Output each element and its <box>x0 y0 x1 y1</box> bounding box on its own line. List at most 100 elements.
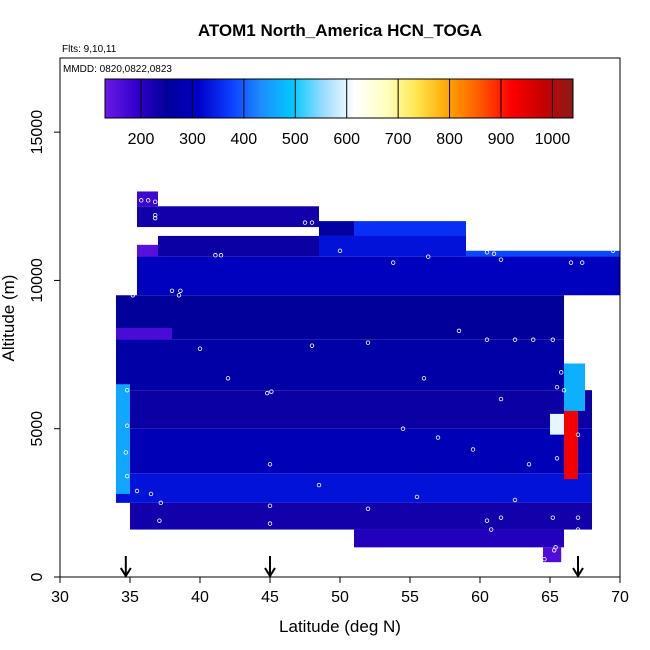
heatmap-cell-8 <box>137 256 620 296</box>
heatmap-cell-14 <box>116 473 592 503</box>
colorbar-tick-label-1: 300 <box>179 131 206 148</box>
track-point-14 <box>309 220 315 225</box>
track-point-42 <box>155 536 161 541</box>
track-point-18 <box>484 250 490 255</box>
track-point-25 <box>484 337 490 342</box>
x-tick-label-1: 35 <box>121 589 139 606</box>
track-point-16 <box>391 260 396 265</box>
track-point-48 <box>400 426 406 431</box>
colorbar-tick-label-5: 700 <box>385 131 412 148</box>
heatmap-cell-13 <box>116 428 592 474</box>
track-point-22 <box>580 260 585 265</box>
track-point-19 <box>491 251 497 256</box>
arrow-head-0 <box>119 567 132 578</box>
track-point-37 <box>124 473 130 479</box>
track-point-64 <box>197 346 203 351</box>
y-tick-label-3: 15000 <box>29 110 46 155</box>
track-point-46 <box>267 503 273 509</box>
track-point-65 <box>225 376 231 381</box>
track-point-34 <box>124 387 130 393</box>
x-tick-label-8: 70 <box>611 589 629 606</box>
track-point-13 <box>302 220 308 225</box>
track-point-23 <box>610 248 616 253</box>
heatmap-cell-17 <box>543 547 562 563</box>
track-point-45 <box>267 462 273 467</box>
track-point-2 <box>152 199 158 205</box>
track-point-57 <box>553 545 558 550</box>
track-point-53 <box>498 515 504 520</box>
date-label: MMDD: 0820,0822,0823 <box>63 64 172 75</box>
track-point-69 <box>456 328 462 334</box>
track-point-58 <box>550 515 555 520</box>
track-point-38 <box>134 488 140 494</box>
heatmap-cell-12 <box>116 390 592 429</box>
heatmap-cell-19 <box>564 410 578 480</box>
track-point-71 <box>526 462 532 467</box>
heatmap-cell-11 <box>116 339 564 391</box>
chart-title: ATOM1 North_America HCN_TOGA <box>198 21 482 40</box>
track-point-0 <box>138 198 144 203</box>
colorbar-bar <box>104 78 574 119</box>
track-point-73 <box>365 506 371 511</box>
track-point-51 <box>484 518 490 523</box>
track-point-26 <box>512 337 518 342</box>
track-point-21 <box>568 260 574 265</box>
heatmap-cells <box>116 191 620 563</box>
track-point-47 <box>267 521 273 526</box>
x-tick-label-4: 50 <box>331 589 349 606</box>
colorbar-tick-label-2: 400 <box>231 131 258 148</box>
track-point-62 <box>575 527 581 532</box>
arrow-head-1 <box>264 567 276 578</box>
track-point-20 <box>498 257 504 262</box>
track-point-61 <box>575 515 581 520</box>
track-point-29 <box>564 337 569 342</box>
colorbar-tick-label-3: 500 <box>282 131 309 148</box>
track-point-74 <box>414 494 420 500</box>
track-point-33 <box>554 384 560 390</box>
track-point-31 <box>559 370 564 375</box>
track-point-63 <box>176 293 182 298</box>
track-point-39 <box>148 491 154 497</box>
flight-track <box>123 198 623 562</box>
track-point-66 <box>309 343 315 348</box>
track-point-49 <box>435 435 441 440</box>
heatmap-cell-6 <box>319 235 466 257</box>
track-point-5 <box>134 230 140 236</box>
heatmap-cell-9 <box>116 295 564 340</box>
colorbar-tick-label-8: 1000 <box>535 131 571 148</box>
latitude-arrows <box>119 556 584 578</box>
track-point-35 <box>124 423 130 428</box>
track-point-17 <box>426 254 431 259</box>
track-point-32 <box>561 387 567 393</box>
heatmap-cell-2 <box>319 221 354 236</box>
track-point-12 <box>218 253 224 258</box>
colorbar: 200 300 400 500 600 700 800 900 1000 <box>104 78 574 148</box>
track-point-4 <box>152 215 158 221</box>
colorbar-tick-label-6: 800 <box>436 131 463 148</box>
x-tick-label-6: 60 <box>471 589 489 606</box>
y-axis-label: Altitude (m) <box>0 275 18 362</box>
x-tick-label-7: 65 <box>541 589 559 606</box>
track-point-44 <box>269 389 274 394</box>
track-point-43 <box>265 390 270 396</box>
track-point-8 <box>130 293 135 298</box>
track-point-9 <box>169 288 175 294</box>
arrow-head-2 <box>572 567 584 578</box>
track-point-10 <box>178 288 183 294</box>
track-point-28 <box>550 337 555 342</box>
track-point-1 <box>145 198 151 203</box>
track-point-52 <box>489 527 494 532</box>
track-point-27 <box>531 337 536 342</box>
track-point-6 <box>131 251 137 256</box>
track-point-15 <box>337 248 343 253</box>
track-point-70 <box>498 396 504 402</box>
track-point-67 <box>365 340 371 345</box>
heatmap-cell-20 <box>564 363 585 411</box>
track-point-30 <box>567 358 572 363</box>
track-point-41 <box>157 518 162 523</box>
colorbar-tick-label-7: 900 <box>488 131 515 148</box>
track-point-55 <box>542 557 547 562</box>
